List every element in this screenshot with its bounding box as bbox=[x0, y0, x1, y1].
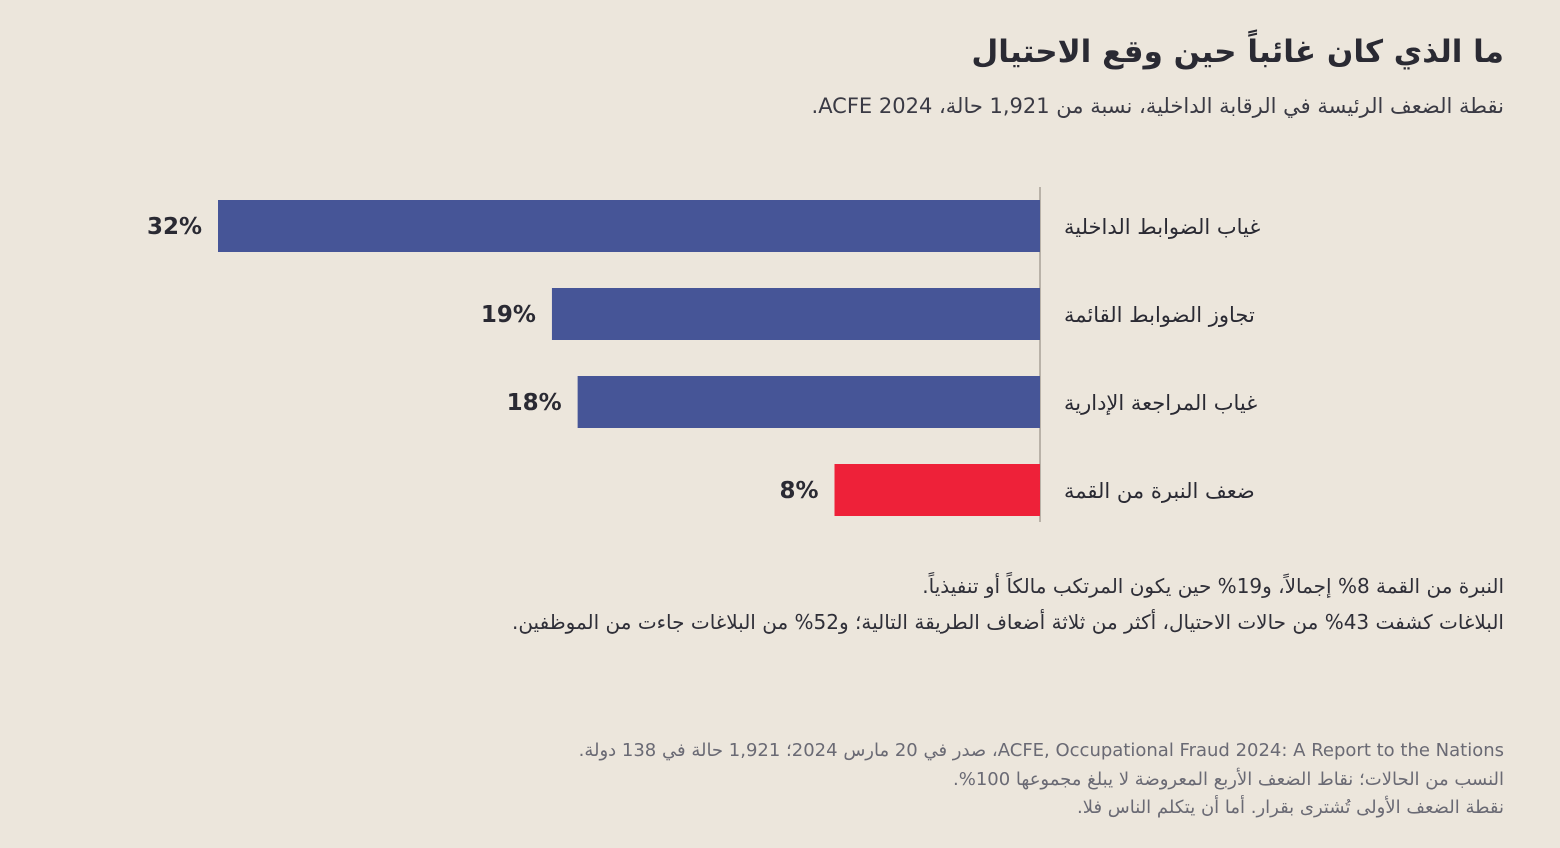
category-label: ضعف النبرة من القمة bbox=[1064, 479, 1255, 503]
category-label: غياب المراجعة الإدارية bbox=[1064, 391, 1257, 415]
note-tips: البلاغات كشفت 43% من حالات الاحتيال، أكث… bbox=[511, 610, 1504, 634]
bar bbox=[218, 200, 1040, 252]
category-label: غياب الضوابط الداخلية bbox=[1064, 215, 1260, 239]
bar-chart: 32% غياب الضوابط الداخلية 19% تجاوز الضوابط… bbox=[147, 187, 1260, 522]
note-tone-at-top: النبرة من القمة 8% إجمالاً، و19% حين يكو… bbox=[922, 574, 1504, 598]
category-label: تجاوز الضوابط القائمة bbox=[1064, 303, 1255, 327]
source-note: النسب من الحالات؛ نقاط الضعف الأربع المع… bbox=[953, 769, 1504, 790]
source-citation: ACFE, Occupational Fraud 2024: A Report … bbox=[578, 740, 1504, 761]
bar-value-label: 32% bbox=[147, 214, 202, 240]
bar bbox=[577, 376, 1040, 428]
bar bbox=[551, 288, 1040, 340]
bar-value-label: 18% bbox=[507, 390, 562, 416]
chart-subtitle: نقطة الضعف الرئيسة في الرقابة الداخلية، … bbox=[811, 94, 1505, 118]
chart-title: ما الذي كان غائباً حين وقع الاحتيال bbox=[971, 34, 1504, 70]
bar-value-label: 8% bbox=[779, 478, 818, 504]
bar-value-label: 19% bbox=[481, 302, 536, 328]
bar bbox=[834, 464, 1040, 516]
source-remark: نقطة الضعف الأولى تُشترى بقرار. أما أن ي… bbox=[1077, 797, 1504, 818]
